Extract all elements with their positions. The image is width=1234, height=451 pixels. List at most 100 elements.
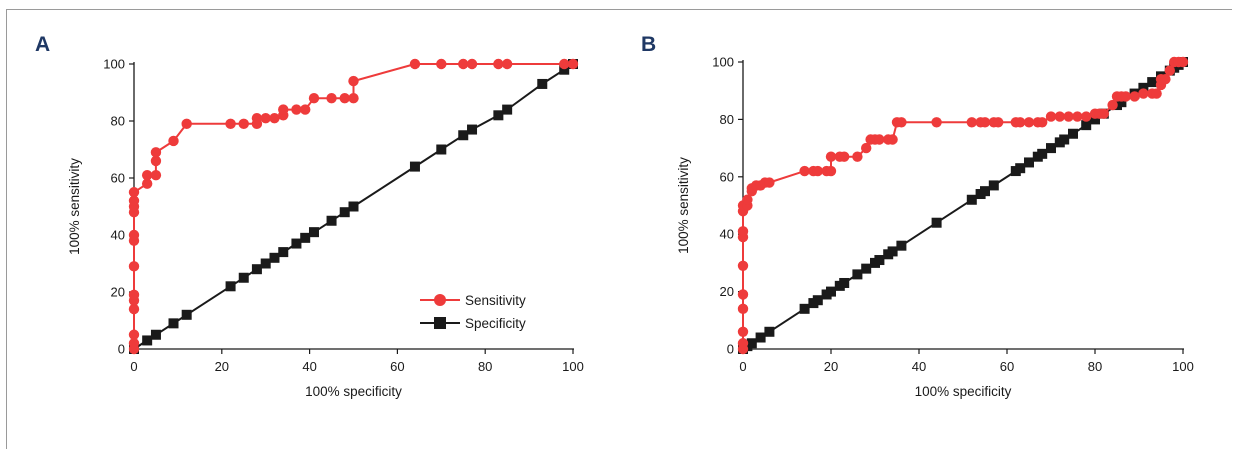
sensitivity-point: [181, 118, 192, 130]
sensitivity-point: [150, 155, 162, 167]
sensitivity-point: [150, 147, 162, 158]
x-tick-label: 100: [1172, 359, 1194, 374]
sensitivity-point: [979, 117, 991, 128]
sensitivity-point: [1160, 74, 1171, 85]
sensitivity-point: [931, 117, 942, 128]
specificity-point: [467, 124, 478, 135]
sensitivity-point: [1151, 88, 1162, 99]
sensitivity-point: [1138, 88, 1149, 99]
specificity-point: [931, 217, 942, 228]
sensitivity-point: [742, 194, 753, 205]
sensitivity-point: [825, 151, 837, 162]
y-tick-label: 20: [111, 285, 125, 300]
panel-label-b: B: [641, 33, 657, 56]
sensitivity-point: [1054, 111, 1066, 122]
y-tick-label: 100: [103, 57, 125, 72]
specificity-point: [559, 64, 570, 75]
sensitivity-point: [737, 303, 749, 315]
specificity-point: [1046, 143, 1056, 154]
x-tick-label: 100: [562, 359, 584, 374]
x-tick-label: 60: [1000, 359, 1014, 374]
specificity-point: [839, 277, 850, 288]
sensitivity-point: [278, 104, 289, 115]
specificity-point: [269, 252, 280, 263]
x-tick-label: 0: [739, 359, 746, 374]
sensitivity-point: [141, 178, 153, 189]
sensitivity-point: [339, 93, 350, 104]
sensitivity-point: [269, 112, 280, 124]
y-tick-label: 20: [720, 284, 734, 299]
sensitivity-point: [1081, 111, 1092, 122]
y-tick-label: 40: [111, 228, 125, 243]
sensitivity-point: [128, 289, 140, 301]
sensitivity-point: [225, 118, 236, 130]
x-tick-label: 40: [302, 359, 316, 374]
sensitivity-point: [501, 58, 513, 70]
specificity-point: [142, 335, 153, 346]
sensitivity-point: [436, 58, 447, 70]
specificity-point: [493, 110, 504, 121]
panel-label-a: A: [35, 33, 51, 56]
specificity-point: [300, 232, 311, 243]
x-tick-label: 20: [824, 359, 838, 374]
y-tick-label: 100: [712, 55, 734, 70]
y-tick-label: 80: [720, 112, 734, 127]
specificity-point: [339, 207, 350, 218]
sensitivity-point: [764, 177, 775, 188]
specificity-point: [764, 326, 775, 337]
figure-frame: [6, 9, 1232, 449]
sensitivity-point: [896, 117, 907, 128]
sensitivity-point: [799, 165, 810, 177]
legend-marker: [434, 317, 446, 329]
sensitivity-point: [874, 134, 885, 145]
x-tick-label: 0: [130, 359, 137, 374]
sensitivity-point: [839, 151, 850, 162]
sensitivity-point: [326, 93, 337, 104]
sensitivity-point: [128, 338, 140, 349]
sensitivity-point: [348, 75, 359, 87]
sensitivity-point: [128, 329, 140, 340]
sensitivity-point: [1107, 99, 1118, 111]
sensitivity-point: [128, 195, 140, 206]
specificity-point: [458, 130, 469, 141]
specificity-point: [436, 144, 447, 155]
specificity-point: [1081, 120, 1092, 131]
sensitivity-point: [1037, 117, 1048, 128]
y-tick-label: 0: [118, 342, 125, 357]
chart-a: 0 20 40 60 80 100 0 20 40 60 80 100 100% specificity…: [67, 57, 584, 400]
legend-marker: [434, 294, 446, 306]
sensitivity-point: [1120, 91, 1132, 102]
specificity-point: [988, 180, 999, 191]
y-axis-label-b: 100% sensitivity: [676, 157, 691, 254]
specificity-point: [308, 227, 319, 238]
y-tick-label: 0: [727, 342, 734, 357]
specificity-point: [225, 281, 236, 292]
specificity-point: [1015, 163, 1026, 174]
specificity-point: [150, 329, 161, 340]
specificity-point: [537, 78, 548, 89]
sensitivity-point: [128, 303, 140, 315]
sensitivity-point: [1098, 108, 1110, 119]
specificity-point: [852, 269, 863, 280]
specificity-point: [348, 201, 359, 212]
x-axis-label-b: 100% specificity: [915, 384, 1012, 399]
y-tick-label: 60: [720, 169, 734, 184]
legend-label: Specificity: [465, 316, 526, 331]
specificity-point: [1138, 82, 1149, 93]
specificity-point: [1059, 134, 1070, 145]
sensitivity-point: [238, 118, 249, 130]
sensitivity-point: [966, 117, 977, 128]
specificity-point: [238, 272, 249, 283]
specificity-point: [251, 264, 262, 275]
specificity-point: [409, 161, 420, 172]
specificity-point: [1116, 97, 1127, 108]
sensitivity-point: [128, 261, 140, 272]
legend-label: Sensitivity: [465, 293, 526, 308]
x-axis-label-a: 100% specificity: [305, 384, 402, 399]
sensitivity-point: [141, 169, 153, 181]
sensitivity-point: [993, 117, 1004, 128]
sensitivity-point: [1023, 117, 1035, 128]
specificity-point: [966, 194, 977, 205]
specificity-point: [1147, 77, 1158, 88]
